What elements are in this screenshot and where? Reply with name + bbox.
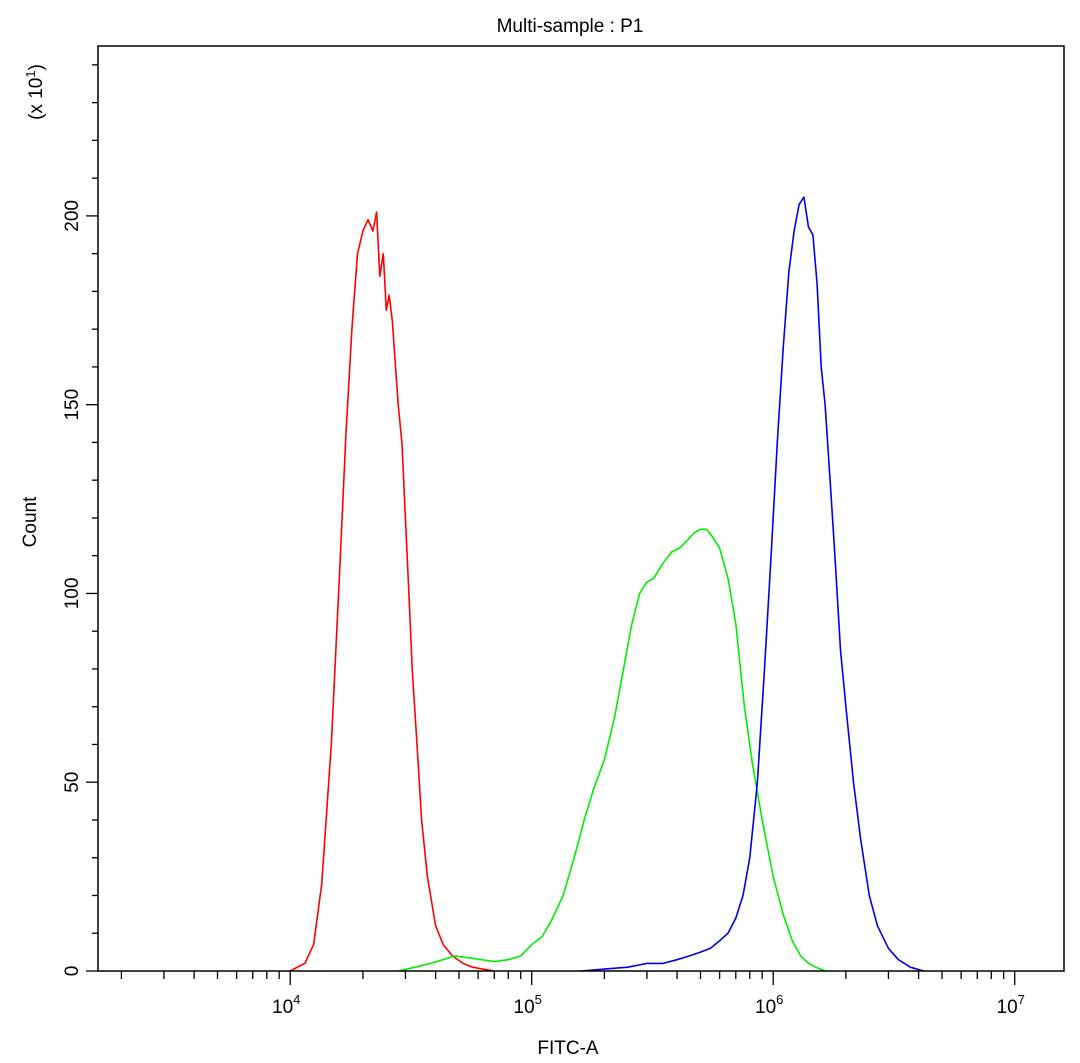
x-axis-label: FITC-A [537,1038,599,1059]
y-axis: 0 50 100 150 200 [62,64,98,977]
x-tick-label: 105 [514,992,542,1018]
y-tick-label: 100 [62,578,83,610]
plot-frame [97,45,1065,972]
y-tick-label: 0 [62,966,83,977]
y-axis-label: Count [20,496,41,547]
series-layer [289,196,924,972]
x-axis: 104 105 106 107 [120,971,1025,1018]
x-tick-label: 107 [997,992,1025,1018]
y-tick-label: 200 [62,200,83,232]
series-line-2 [398,528,826,972]
y-multiplier-exp: 1 [23,70,38,77]
y-multiplier-label: (x 101) [23,64,47,120]
chart-title: Multi-sample : P1 [497,16,644,37]
y-multiplier-base: (x 10 [26,78,47,120]
svg-text:(x 101): (x 101) [23,64,47,120]
series-line-1 [289,211,495,972]
y-tick-label: 150 [62,389,83,421]
y-multiplier-close: ) [26,64,47,70]
x-tick-label: 106 [755,992,783,1018]
series-line-3 [580,196,924,972]
x-tick-label: 104 [272,992,300,1018]
y-tick-label: 50 [62,772,83,793]
